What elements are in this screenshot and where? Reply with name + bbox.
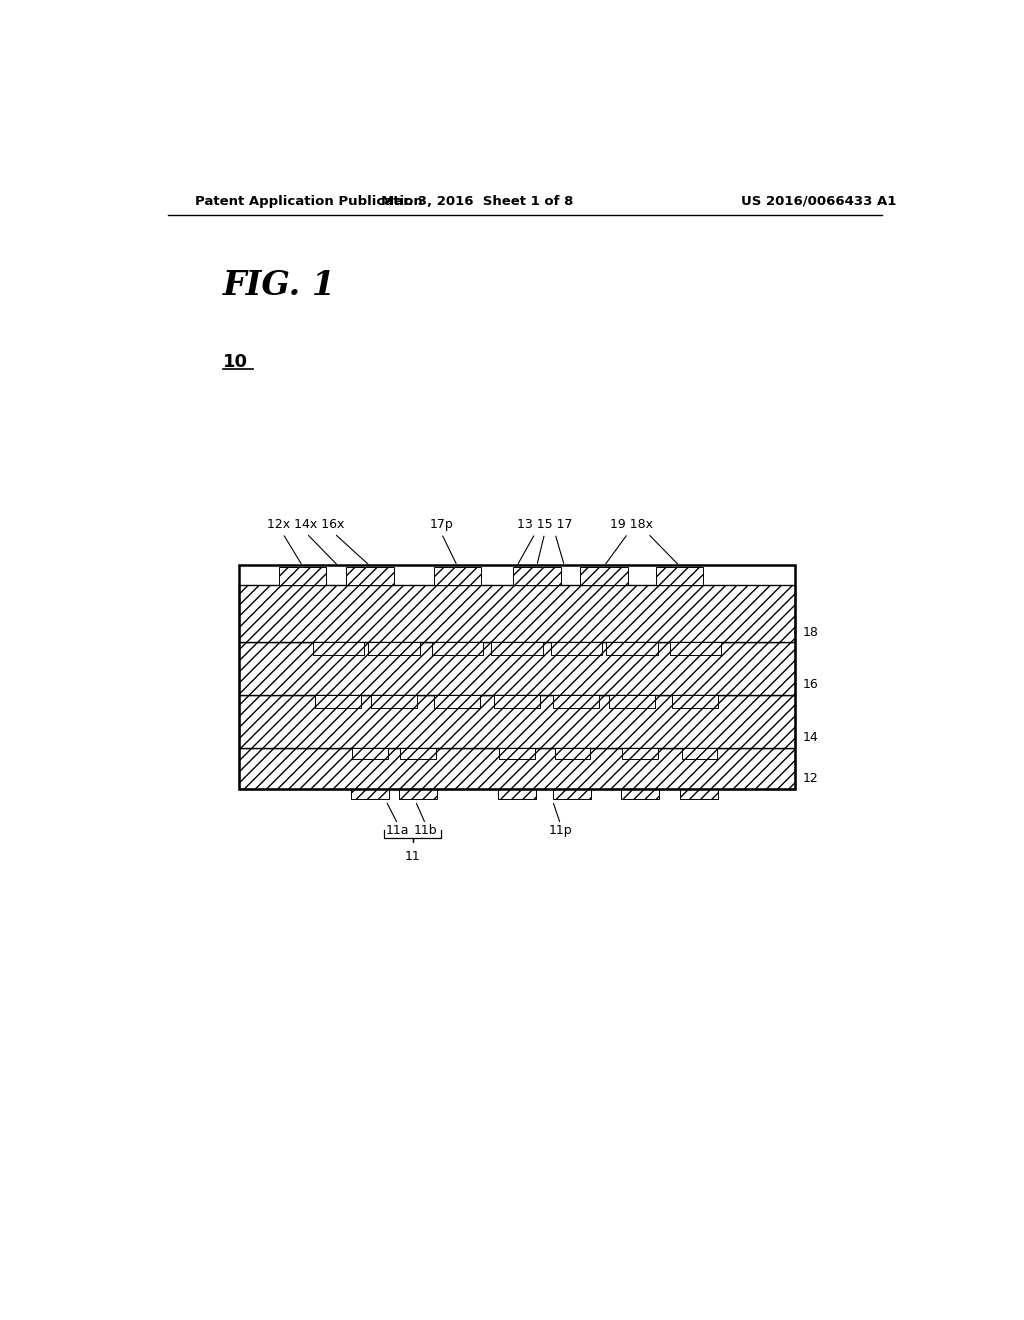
Bar [551,643,602,656]
Bar [553,788,592,799]
Bar [606,643,657,656]
Bar [553,696,599,709]
Text: Patent Application Publication: Patent Application Publication [196,194,423,207]
Bar [682,748,717,759]
Bar [279,568,327,585]
Bar [315,696,361,709]
Text: Mar. 3, 2016  Sheet 1 of 8: Mar. 3, 2016 Sheet 1 of 8 [381,194,573,207]
Text: 19 18x: 19 18x [610,519,653,532]
Bar [240,643,795,696]
Bar [434,696,480,709]
Bar [312,643,365,656]
Text: 18: 18 [803,626,818,639]
Bar [621,788,658,799]
Text: 16: 16 [803,678,818,692]
Text: 17p: 17p [430,519,454,532]
Bar [655,568,703,585]
Bar [240,696,795,748]
Bar [513,568,560,585]
Bar [673,696,719,709]
Text: 11: 11 [404,850,421,862]
Bar [433,568,481,585]
Bar [492,643,543,656]
Bar [351,788,389,799]
Bar [240,565,795,788]
Bar [398,788,436,799]
Bar [622,748,657,759]
Text: 11b: 11b [414,824,437,837]
Text: 11p: 11p [549,824,572,837]
Bar [346,568,394,585]
Text: 11a: 11a [386,824,410,837]
Bar [494,696,540,709]
Text: 12x 14x 16x: 12x 14x 16x [267,519,344,532]
Text: 12: 12 [803,772,818,785]
Bar [399,748,435,759]
Bar [581,568,628,585]
Bar [431,643,483,656]
Text: 13 15 17: 13 15 17 [517,519,572,532]
Bar [609,696,655,709]
Text: 14: 14 [803,731,818,744]
Bar [680,788,719,799]
Text: US 2016/0066433 A1: US 2016/0066433 A1 [740,194,896,207]
Text: FIG. 1: FIG. 1 [223,269,336,302]
Bar [240,748,795,788]
Text: 10: 10 [223,352,248,371]
Bar [499,748,535,759]
Bar [368,643,420,656]
Bar [555,748,590,759]
Bar [498,788,536,799]
Bar [371,696,417,709]
Bar [240,585,795,643]
Bar [670,643,721,656]
Bar [352,748,388,759]
